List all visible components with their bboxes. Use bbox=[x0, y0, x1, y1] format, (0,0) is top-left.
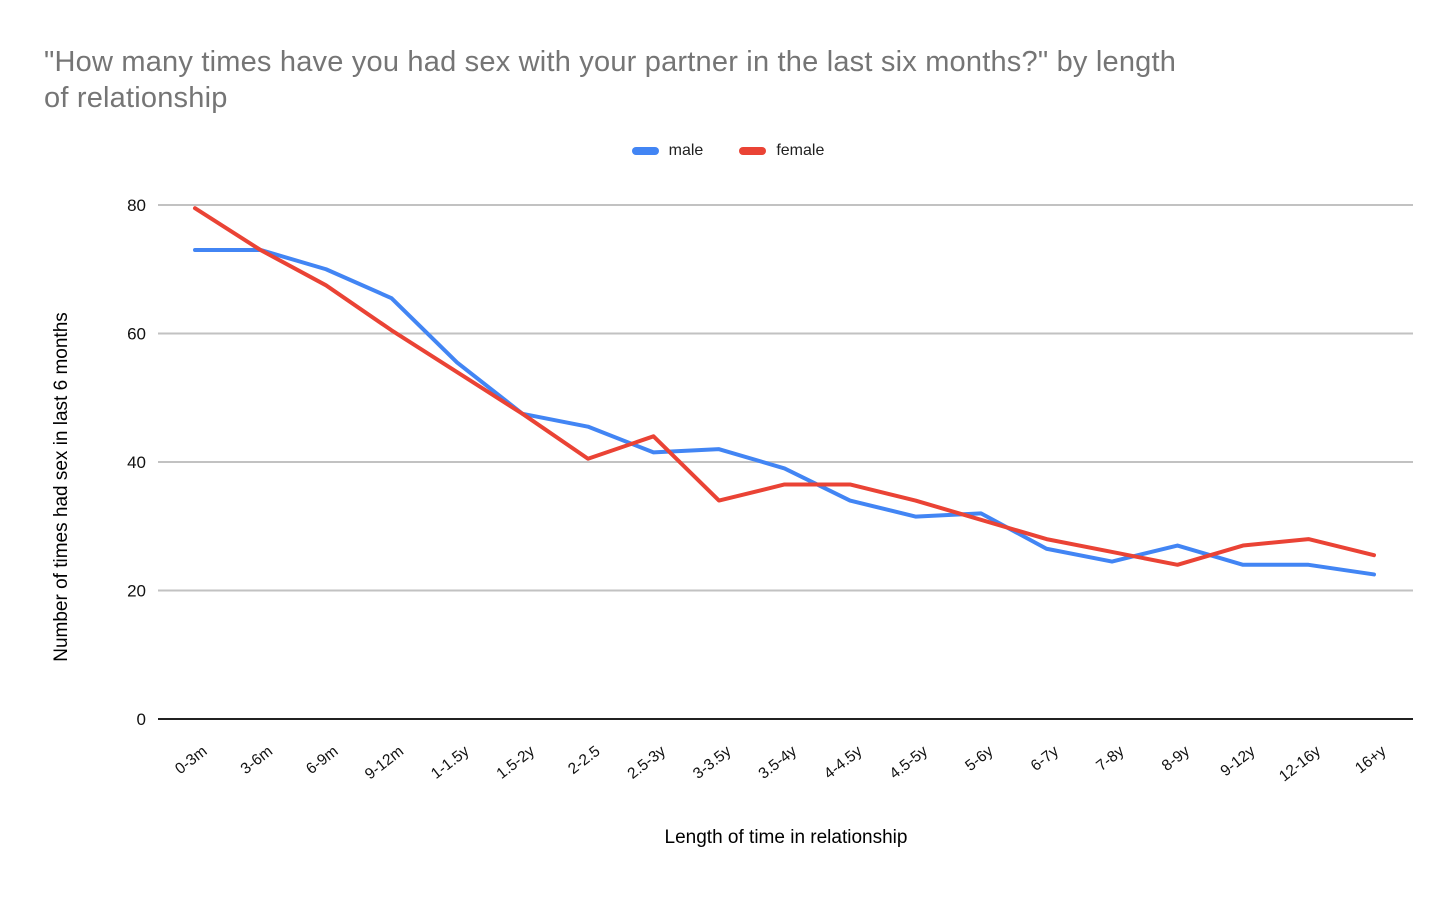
chart-title: "How many times have you had sex with yo… bbox=[44, 44, 1424, 116]
legend-swatch-male bbox=[631, 147, 659, 155]
x-tick-label-7-8y: 7-8y bbox=[1093, 743, 1127, 775]
legend-label-female: female bbox=[776, 142, 825, 159]
y-tick-label-40: 40 bbox=[127, 453, 146, 472]
series-line-male bbox=[193, 247, 1376, 577]
x-axis-title: Length of time in relationship bbox=[664, 827, 908, 848]
x-tick-label-16+y: 16+y bbox=[1352, 743, 1389, 778]
x-tick-label-4-4.5y: 4-4.5y bbox=[821, 743, 866, 783]
x-tick-label-5-6y: 5-6y bbox=[962, 743, 996, 775]
y-tick-label-60: 60 bbox=[127, 325, 146, 344]
x-tick-label-1-1.5y: 1-1.5y bbox=[428, 743, 473, 783]
series-line-female bbox=[193, 206, 1376, 567]
x-tick-label-12-16y: 12-16y bbox=[1276, 743, 1324, 786]
chart-title-line2: of relationship bbox=[44, 82, 228, 114]
legend-swatch-female bbox=[739, 147, 767, 155]
x-tick-label-1.5-2y: 1.5-2y bbox=[494, 743, 539, 783]
x-tick-label-8-9y: 8-9y bbox=[1159, 743, 1193, 775]
chart-legend: male female bbox=[0, 142, 1456, 160]
x-tick-label-3.5-4y: 3.5-4y bbox=[756, 743, 801, 783]
x-tick-label-0-3m: 0-3m bbox=[172, 743, 210, 778]
y-tick-label-0: 0 bbox=[137, 710, 146, 729]
x-tick-label-4.5-5y: 4.5-5y bbox=[887, 743, 932, 783]
legend-item-female: female bbox=[739, 142, 824, 160]
x-tick-label-6-7y: 6-7y bbox=[1028, 743, 1062, 775]
chart-title-line1: "How many times have you had sex with yo… bbox=[44, 46, 1177, 78]
x-tick-label-6-9m: 6-9m bbox=[303, 743, 341, 778]
x-tick-label-2.5-3y: 2.5-3y bbox=[625, 743, 670, 783]
legend-label-male: male bbox=[668, 142, 704, 159]
y-axis-title: Number of times had sex in last 6 months bbox=[51, 312, 72, 662]
x-tick-label-9-12m: 9-12m bbox=[362, 743, 407, 783]
x-tick-label-3-6m: 3-6m bbox=[238, 743, 276, 778]
x-tick-label-9-12y: 9-12y bbox=[1217, 743, 1258, 780]
legend-item-male: male bbox=[631, 142, 704, 160]
x-tick-label-2-2.5: 2-2.5 bbox=[565, 743, 603, 778]
x-tick-label-3-3.5y: 3-3.5y bbox=[690, 743, 735, 783]
y-tick-label-80: 80 bbox=[127, 196, 146, 215]
y-tick-label-20: 20 bbox=[127, 582, 146, 601]
